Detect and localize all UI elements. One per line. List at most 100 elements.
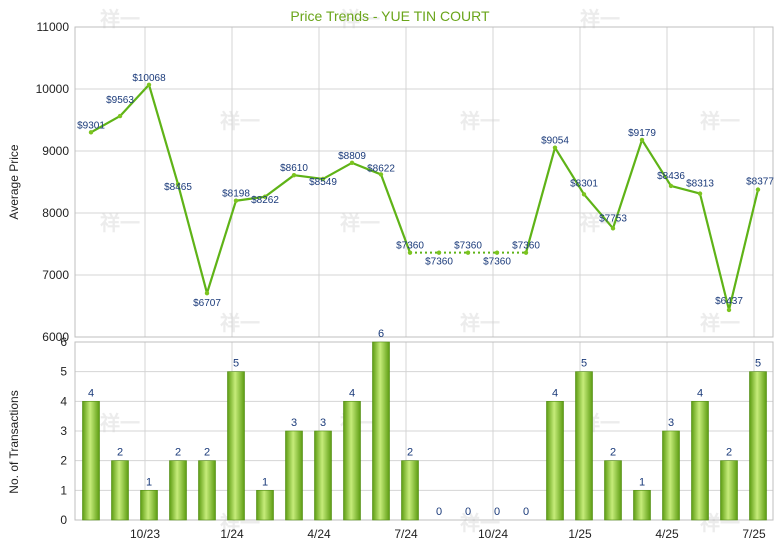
price-line-segment <box>90 115 121 134</box>
transaction-count-label: 2 <box>117 447 123 459</box>
price-line-segment <box>235 195 266 202</box>
watermark-glyph: 祥一 <box>460 311 500 335</box>
price-line-segment <box>379 174 412 254</box>
transactions-data-labels: 4 2 1 2 2 5 1 3 3 4 6 2 0 0 0 0 4 5 2 1 3 4 2 5 <box>88 328 761 518</box>
price-data-label: $8549 <box>309 177 337 188</box>
price-point <box>146 82 152 87</box>
price-point <box>378 172 384 177</box>
transaction-bar <box>749 371 767 521</box>
watermark-glyph: 祥一 <box>100 211 140 235</box>
chart-title: Price Trends - YUE TIN COURT <box>290 8 490 24</box>
transactions-panel: 0 1 2 3 4 5 6 No. of Transactions 4 2 1 2 2 5 1 3 3 4 6 2… <box>7 328 774 541</box>
transaction-bar <box>285 430 303 521</box>
price-line-segment <box>554 147 585 195</box>
transaction-count-label: 2 <box>610 447 616 459</box>
price-y-axis-title: Average Price <box>7 144 21 219</box>
price-line-series <box>90 84 760 311</box>
price-line-segment <box>119 84 150 117</box>
price-data-label: $10068 <box>132 73 166 84</box>
price-data-label: $9179 <box>628 128 656 139</box>
transaction-bar <box>227 371 245 521</box>
price-y-tick-label: 7000 <box>42 268 69 282</box>
transaction-count-label: 5 <box>755 358 761 370</box>
price-line-segment <box>727 189 760 311</box>
transaction-bar <box>401 460 419 521</box>
transactions-bars <box>82 341 767 521</box>
transactions-y-axis-ticks: 0 1 2 3 4 5 6 <box>60 335 67 527</box>
price-point <box>291 172 297 178</box>
transaction-bar <box>111 460 129 521</box>
transaction-count-label: 5 <box>581 358 587 370</box>
transaction-count-label: 4 <box>88 387 94 399</box>
watermark-glyph: 祥一 <box>220 109 260 133</box>
price-point <box>552 145 558 150</box>
x-tick-label: 10/24 <box>478 527 508 541</box>
price-data-label: $9563 <box>106 95 134 106</box>
transaction-count-label: 0 <box>465 506 471 518</box>
price-point <box>668 183 674 189</box>
price-point <box>88 130 94 135</box>
transaction-count-label: 5 <box>233 358 239 370</box>
transaction-bar <box>314 430 332 521</box>
transaction-count-label: 2 <box>175 447 181 459</box>
price-data-label: $8809 <box>338 151 366 162</box>
x-tick-label: 10/23 <box>130 527 160 541</box>
transaction-count-label: 0 <box>436 506 442 518</box>
transaction-bar <box>546 401 564 521</box>
watermark-glyph: 祥一 <box>220 311 260 335</box>
transaction-bar <box>198 460 216 521</box>
transaction-count-label: 4 <box>697 387 703 399</box>
watermark-glyph: 祥一 <box>460 109 500 133</box>
transaction-count-label: 6 <box>378 328 384 340</box>
transactions-y-tick-label: 5 <box>60 365 67 379</box>
price-data-label: $7360 <box>483 257 511 268</box>
price-point <box>610 226 616 231</box>
transaction-count-label: 1 <box>262 476 268 488</box>
price-line-segment <box>583 193 614 230</box>
price-data-label: $7360 <box>454 241 482 252</box>
price-line-segment <box>293 174 324 181</box>
price-data-label: $8610 <box>280 163 308 174</box>
price-data-label: $7753 <box>599 213 627 224</box>
x-tick-label: 1/24 <box>220 527 244 541</box>
x-tick-label: 7/24 <box>394 527 418 541</box>
price-data-label: $6437 <box>715 296 743 307</box>
price-line-segment <box>698 193 731 311</box>
transaction-count-label: 0 <box>523 506 529 518</box>
transaction-bar <box>82 401 100 521</box>
price-data-label: $8313 <box>686 179 714 190</box>
transactions-y-axis-title: No. of Transactions <box>7 390 21 493</box>
price-point <box>494 250 500 255</box>
transaction-bar <box>604 460 622 521</box>
transaction-count-label: 4 <box>552 387 558 399</box>
watermark-glyph: 祥一 <box>700 311 740 335</box>
transactions-y-tick-label: 0 <box>60 513 67 527</box>
transaction-count-label: 3 <box>668 417 674 429</box>
price-data-label: $6707 <box>193 298 221 309</box>
price-data-label: $7360 <box>425 257 453 268</box>
watermark-glyph: 祥一 <box>580 211 620 235</box>
x-axis-ticks: 10/23 1/24 4/24 7/24 10/24 1/25 4/25 7/25 <box>130 527 766 541</box>
price-point <box>697 191 703 196</box>
price-point <box>726 307 732 313</box>
x-tick-label: 1/25 <box>568 527 592 541</box>
transaction-bar <box>691 401 709 521</box>
price-data-label: $8301 <box>570 178 598 189</box>
transaction-count-label: 2 <box>407 447 413 459</box>
price-line-segment <box>176 183 209 294</box>
transaction-bar <box>662 430 680 521</box>
price-data-label: $8262 <box>251 195 279 206</box>
price-point <box>262 194 268 199</box>
transaction-bar <box>169 460 187 521</box>
price-point <box>755 187 761 192</box>
watermark-glyph: 祥一 <box>340 211 380 235</box>
price-y-tick-label: 10000 <box>36 82 70 96</box>
transaction-bar <box>343 401 361 521</box>
transaction-bar <box>575 371 593 521</box>
price-point <box>581 192 587 197</box>
price-line-segment <box>264 174 295 198</box>
price-point <box>175 181 181 187</box>
price-data-label: $8377 <box>746 177 774 188</box>
transactions-plot-frame <box>74 341 774 521</box>
